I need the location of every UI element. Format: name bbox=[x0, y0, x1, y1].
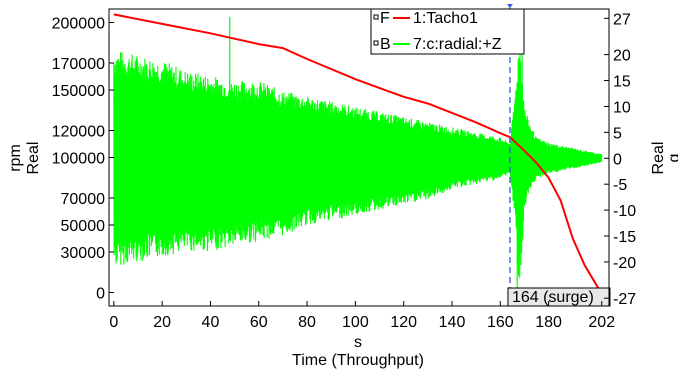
x-tick-label: 140 bbox=[439, 314, 466, 331]
y-axis-left-label-unit: rpm bbox=[7, 144, 24, 172]
x-tick-label: 202 bbox=[588, 314, 615, 331]
y-right-tick-label: -20 bbox=[613, 255, 636, 272]
legend-entry-radial-z[interactable]: 7:c:radial:+Z bbox=[413, 36, 502, 53]
y-left-tick-label: 0 bbox=[96, 286, 105, 303]
cursor-label: 164 (surge) bbox=[512, 289, 594, 306]
y-right-tick-label: 27 bbox=[613, 11, 631, 28]
y-axis-right-label: Real bbox=[650, 142, 667, 175]
y-axis-left: 200000 170000 150000 120000 100000 70000 50000… bbox=[52, 16, 114, 303]
y-left-tick-label: 70000 bbox=[61, 191, 106, 208]
x-tick-label: 40 bbox=[202, 314, 220, 331]
y-left-tick-label: 150000 bbox=[52, 83, 105, 100]
y-left-tick-label: 50000 bbox=[61, 218, 106, 235]
y-left-tick-label: 120000 bbox=[52, 124, 105, 141]
y-right-tick-label: -15 bbox=[613, 229, 636, 246]
y-right-tick-label: 0 bbox=[613, 151, 622, 168]
legend-marker-label: B bbox=[380, 36, 391, 53]
y-right-tick-label: 15 bbox=[613, 74, 631, 91]
y-right-tick-label: -5 bbox=[613, 177, 627, 194]
y-left-tick-label: 100000 bbox=[52, 151, 105, 168]
y-right-tick-label: -10 bbox=[613, 203, 636, 220]
y-right-tick-label: 20 bbox=[613, 48, 631, 65]
x-tick-label: 160 bbox=[487, 314, 514, 331]
y-right-tick-label: -27 bbox=[613, 291, 636, 308]
x-tick-label: 0 bbox=[109, 314, 118, 331]
y-right-tick-label: 5 bbox=[613, 125, 622, 142]
x-tick-label: 60 bbox=[250, 314, 268, 331]
x-axis-label: Time (Throughput) bbox=[292, 352, 424, 369]
x-tick-label: 80 bbox=[298, 314, 316, 331]
legend-entry-tacho1[interactable]: 1:Tacho1 bbox=[413, 10, 478, 27]
y-left-tick-label: 200000 bbox=[52, 16, 105, 33]
x-tick-label: 100 bbox=[342, 314, 369, 331]
y-axis-right-label-unit: g bbox=[666, 154, 678, 163]
x-tick-label: 180 bbox=[535, 314, 562, 331]
y-right-tick-label: 10 bbox=[613, 99, 631, 116]
x-axis-label-unit: s bbox=[354, 334, 362, 351]
legend-marker-label: F bbox=[380, 10, 390, 27]
y-left-tick-label: 170000 bbox=[52, 56, 105, 73]
x-tick-label: 120 bbox=[390, 314, 417, 331]
legend: F 1:Tacho1 B 7:c:radial:+Z bbox=[371, 9, 524, 54]
x-tick-label: 20 bbox=[153, 314, 171, 331]
y-left-tick-label: 30000 bbox=[61, 245, 106, 262]
y-axis-left-label: Real bbox=[25, 142, 42, 175]
